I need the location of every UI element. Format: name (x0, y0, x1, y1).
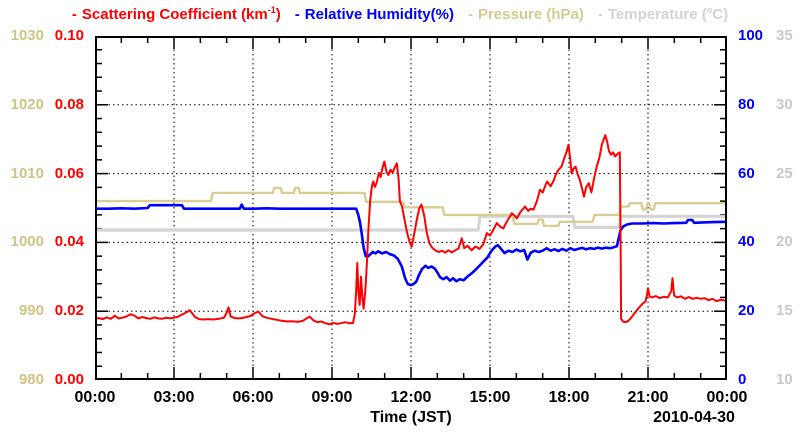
time-tick-label: 09:00 (311, 389, 353, 406)
chart-legend: - Scattering Coefficient (km-1) - Relative… (0, 3, 800, 25)
humidity-tick-label: 60 (738, 164, 755, 182)
humidity-tick-label: 0 (738, 371, 747, 388)
legend-dash-icon: - (467, 5, 473, 23)
series-humidity-line (95, 203, 727, 287)
legend-item-humidity: - Relative Humidity(%) (295, 6, 454, 23)
legend-label-close: C) (712, 5, 729, 23)
scattering-tick-label: 0.00 (54, 371, 84, 388)
time-tick-label: 06:00 (232, 389, 274, 406)
humidity-tick-label: 20 (738, 302, 755, 320)
time-tick-label: 18:00 (548, 389, 590, 406)
time-tick-label: 15:00 (469, 389, 511, 406)
series-pressure-line (95, 186, 727, 228)
scattering-tick-label: 0.06 (54, 164, 84, 182)
legend-item-scattering: - Scattering Coefficient (km-1) (71, 4, 281, 23)
pressure-tick-label: 990 (18, 302, 44, 320)
time-tick-label: 12:00 (390, 389, 432, 406)
humidity-tick-label: 80 (738, 95, 755, 113)
scattering-tick-label: 0.10 (54, 27, 84, 44)
plot-border (95, 36, 727, 380)
temperature-tick-label: 20 (776, 233, 793, 251)
temperature-tick-label: 25 (776, 164, 793, 182)
legend-label: Scattering Coefficient (km (81, 5, 268, 23)
pressure-tick-label: 1030 (10, 27, 44, 44)
legend-label: Relative Humidity(%) (304, 5, 454, 23)
superscript: -1 (267, 4, 276, 15)
pressure-tick-label: 1000 (10, 233, 44, 251)
temperature-tick-label: 10 (776, 371, 793, 388)
x-axis-title: Time (JST) (370, 409, 452, 426)
legend-item-temperature: - Temperature (oC) (597, 4, 729, 23)
legend-dash-icon: - (597, 5, 603, 23)
legend-dash-icon: - (294, 5, 300, 23)
superscript: o (706, 4, 713, 15)
series-scattering-line (95, 134, 727, 326)
legend-item-pressure: - Pressure (hPa) (468, 6, 584, 23)
legend-label-close: ) (275, 5, 281, 23)
legend-label: Pressure (hPa) (477, 5, 584, 23)
legend-label: Temperature ( (607, 5, 707, 23)
humidity-tick-label: 100 (738, 27, 764, 44)
scattering-tick-label: 0.02 (54, 302, 84, 320)
legend-dash-icon: - (71, 5, 77, 23)
scattering-tick-label: 0.04 (54, 233, 84, 251)
pressure-tick-label: 1010 (10, 164, 44, 182)
pressure-tick-label: 1020 (10, 95, 44, 113)
plot-svg (95, 36, 727, 380)
x-axis-date: 2010-04-30 (653, 409, 735, 426)
temperature-tick-label: 35 (776, 27, 793, 44)
temperature-tick-label: 30 (776, 95, 793, 113)
temperature-tick-label: 15 (776, 302, 793, 320)
humidity-tick-label: 40 (738, 233, 755, 251)
time-tick-label: 00:00 (706, 389, 748, 406)
time-tick-label: 00:00 (74, 389, 116, 406)
time-tick-label: 21:00 (627, 389, 669, 406)
scattering-tick-label: 0.08 (54, 95, 84, 113)
pressure-tick-label: 980 (18, 371, 44, 388)
time-tick-label: 03:00 (153, 389, 195, 406)
